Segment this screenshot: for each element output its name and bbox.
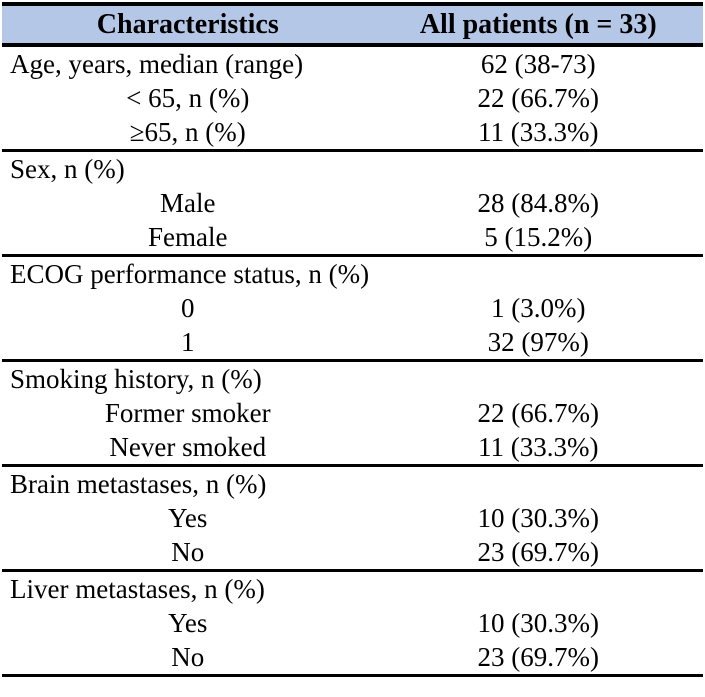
row-age-65-plus: ≥65, n (%) 11 (33.3%): [2, 115, 703, 149]
row-brain-yes: Yes 10 (30.3%): [2, 501, 703, 535]
row-label: Female: [148, 221, 228, 252]
row-label: Yes: [168, 502, 208, 533]
section-ecog: ECOG performance status, n (%) 0 1 (3.0%…: [2, 257, 703, 362]
row-label: Never smoked: [109, 431, 267, 462]
row-value: 62 (38-73): [480, 48, 596, 79]
row-value: 11 (33.3%): [478, 431, 599, 462]
row-label: Brain metastases, n (%): [10, 468, 267, 499]
row-label: Smoking history, n (%): [10, 363, 262, 394]
row-label: No: [171, 536, 205, 567]
row-value: 1 (3.0%): [491, 292, 586, 323]
row-label: ≥65, n (%): [129, 116, 246, 147]
row-value: 10 (30.3%): [477, 502, 599, 533]
row-value: 11 (33.3%): [478, 116, 599, 147]
row-value: 22 (66.7%): [477, 397, 599, 428]
row-label: Former smoker: [104, 397, 271, 428]
section-sex: Sex, n (%) Male 28 (84.8%) Female 5 (15.…: [2, 152, 703, 257]
section-age: Age, years, median (range) 62 (38-73) < …: [2, 47, 703, 152]
row-value: 5 (15.2%): [484, 221, 593, 252]
row-label: Yes: [168, 607, 208, 638]
row-liver-yes: Yes 10 (30.3%): [2, 606, 703, 640]
row-value: 23 (69.7%): [477, 641, 599, 672]
row-label: < 65, n (%): [126, 82, 250, 113]
row-value: 22 (66.7%): [477, 82, 599, 113]
section-smoking: Smoking history, n (%) Former smoker 22 …: [2, 362, 703, 467]
row-value: 28 (84.8%): [477, 187, 599, 218]
row-liver-no: No 23 (69.7%): [2, 640, 703, 674]
header-characteristics: Characteristics: [96, 8, 279, 40]
row-smoking-former: Former smoker 22 (66.7%): [2, 396, 703, 430]
row-smoking: Smoking history, n (%): [2, 362, 703, 396]
header-all-patients: All patients (n = 33): [419, 8, 657, 40]
section-brain-metastases: Brain metastases, n (%) Yes 10 (30.3%) N…: [2, 467, 703, 572]
row-label: ECOG performance status, n (%): [10, 258, 370, 289]
row-liver-metastases: Liver metastases, n (%): [2, 572, 703, 606]
row-value: 23 (69.7%): [477, 536, 599, 567]
row-age-median: Age, years, median (range) 62 (38-73): [2, 47, 703, 81]
row-label: 1: [181, 326, 195, 357]
row-ecog: ECOG performance status, n (%): [2, 257, 703, 291]
row-ecog-1: 1 32 (97%): [2, 325, 703, 359]
row-label: Liver metastases, n (%): [10, 573, 265, 604]
row-age-under-65: < 65, n (%) 22 (66.7%): [2, 81, 703, 115]
row-smoking-never: Never smoked 11 (33.3%): [2, 430, 703, 464]
patient-characteristics-table: Characteristics All patients (n = 33) Ag…: [2, 2, 703, 677]
row-label: Male: [160, 187, 216, 218]
row-label: No: [171, 641, 205, 672]
row-sex-male: Male 28 (84.8%): [2, 186, 703, 220]
row-label: Sex, n (%): [10, 153, 125, 184]
section-liver-metastases: Liver metastases, n (%) Yes 10 (30.3%) N…: [2, 572, 703, 677]
table-header-row: Characteristics All patients (n = 33): [2, 2, 703, 47]
row-ecog-0: 0 1 (3.0%): [2, 291, 703, 325]
row-label: Age, years, median (range): [10, 48, 304, 79]
row-value: 10 (30.3%): [477, 607, 599, 638]
row-label: 0: [181, 292, 195, 323]
row-brain-metastases: Brain metastases, n (%): [2, 467, 703, 501]
row-value: 32 (97%): [487, 326, 589, 357]
row-sex-female: Female 5 (15.2%): [2, 220, 703, 254]
row-sex: Sex, n (%): [2, 152, 703, 186]
row-brain-no: No 23 (69.7%): [2, 535, 703, 569]
